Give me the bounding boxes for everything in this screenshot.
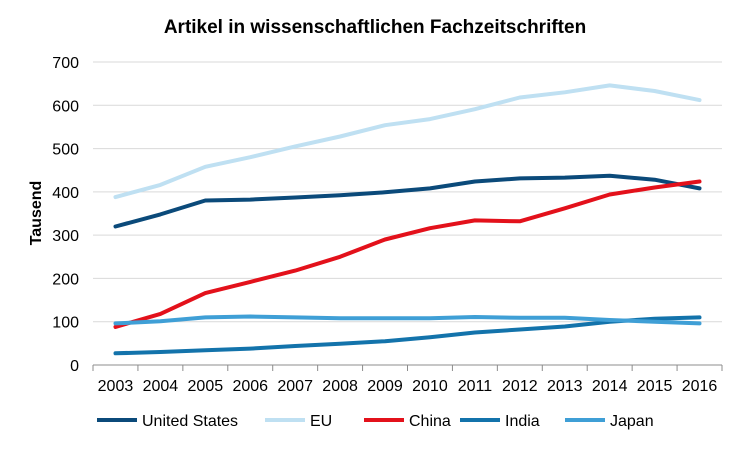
legend-label-eu: EU xyxy=(310,413,332,430)
x-tick-label-2012: 2012 xyxy=(502,378,538,395)
chart-title: Artikel in wissenschaftlichen Fachzeitsc… xyxy=(164,17,586,38)
x-tick-label-2011: 2011 xyxy=(458,378,493,395)
x-tick-label-2008: 2008 xyxy=(322,378,358,395)
legend-label-china: China xyxy=(409,413,451,430)
y-tick-label-500: 500 xyxy=(52,142,79,159)
legend: United States EU China India Japan xyxy=(97,413,654,430)
x-tick-label-2016: 2016 xyxy=(682,378,718,395)
legend-label-united-states: United States xyxy=(142,413,238,430)
legend-label-japan: Japan xyxy=(610,413,654,430)
series-line-eu xyxy=(113,83,702,200)
x-tick-label-2005: 2005 xyxy=(188,378,224,395)
x-tick-label-2015: 2015 xyxy=(637,378,673,395)
x-tick-label-2004: 2004 xyxy=(143,378,179,395)
series-line-united-states xyxy=(113,173,702,229)
y-tick-label-400: 400 xyxy=(52,185,79,202)
y-tick-label-600: 600 xyxy=(52,98,79,115)
x-tick-label-2006: 2006 xyxy=(232,378,268,395)
x-tick-label-2014: 2014 xyxy=(592,378,628,395)
axes: 0 100 200 300 400 500 600 700 2003 2004 2005 2006 20… xyxy=(52,55,723,395)
legend-label-india: India xyxy=(505,413,540,430)
series-line-india xyxy=(113,315,702,356)
y-tick-label-100: 100 xyxy=(52,315,79,332)
x-tick-label-2007: 2007 xyxy=(277,378,313,395)
y-tick-label-700: 700 xyxy=(52,55,79,72)
series-line-japan xyxy=(113,314,702,326)
x-tick-label-2003: 2003 xyxy=(98,378,134,395)
y-tick-label-200: 200 xyxy=(52,271,79,288)
x-tick-label-2013: 2013 xyxy=(547,378,583,395)
y-tick-label-300: 300 xyxy=(52,228,79,245)
series-line-china xyxy=(113,179,702,329)
y-tick-label-0: 0 xyxy=(70,358,79,375)
x-tick-label-2010: 2010 xyxy=(412,378,448,395)
y-axis-title: Tausend xyxy=(28,181,45,246)
x-tick-label-2009: 2009 xyxy=(367,378,403,395)
series-lines xyxy=(113,83,702,356)
